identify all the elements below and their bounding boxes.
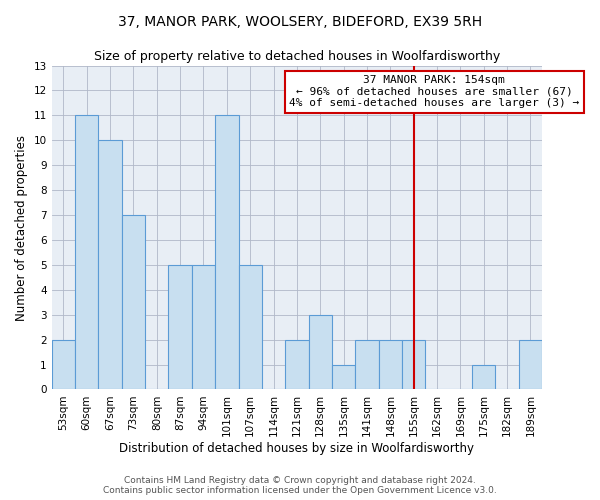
Bar <box>75 116 98 390</box>
Bar <box>239 265 262 390</box>
Bar <box>332 364 355 390</box>
Bar <box>355 340 379 390</box>
Bar <box>192 265 215 390</box>
Bar <box>285 340 308 390</box>
Y-axis label: Number of detached properties: Number of detached properties <box>15 134 28 320</box>
Text: 37, MANOR PARK, WOOLSERY, BIDEFORD, EX39 5RH: 37, MANOR PARK, WOOLSERY, BIDEFORD, EX39… <box>118 15 482 29</box>
Bar <box>122 215 145 390</box>
Bar <box>402 340 425 390</box>
Text: Contains HM Land Registry data © Crown copyright and database right 2024.
Contai: Contains HM Land Registry data © Crown c… <box>103 476 497 495</box>
Bar <box>379 340 402 390</box>
Bar <box>215 116 239 390</box>
Text: 37 MANOR PARK: 154sqm
← 96% of detached houses are smaller (67)
4% of semi-detac: 37 MANOR PARK: 154sqm ← 96% of detached … <box>289 76 580 108</box>
X-axis label: Distribution of detached houses by size in Woolfardisworthy: Distribution of detached houses by size … <box>119 442 475 455</box>
Title: Size of property relative to detached houses in Woolfardisworthy: Size of property relative to detached ho… <box>94 50 500 63</box>
Bar <box>308 314 332 390</box>
Bar <box>52 340 75 390</box>
Bar <box>98 140 122 390</box>
Bar <box>519 340 542 390</box>
Bar <box>472 364 496 390</box>
Bar <box>169 265 192 390</box>
